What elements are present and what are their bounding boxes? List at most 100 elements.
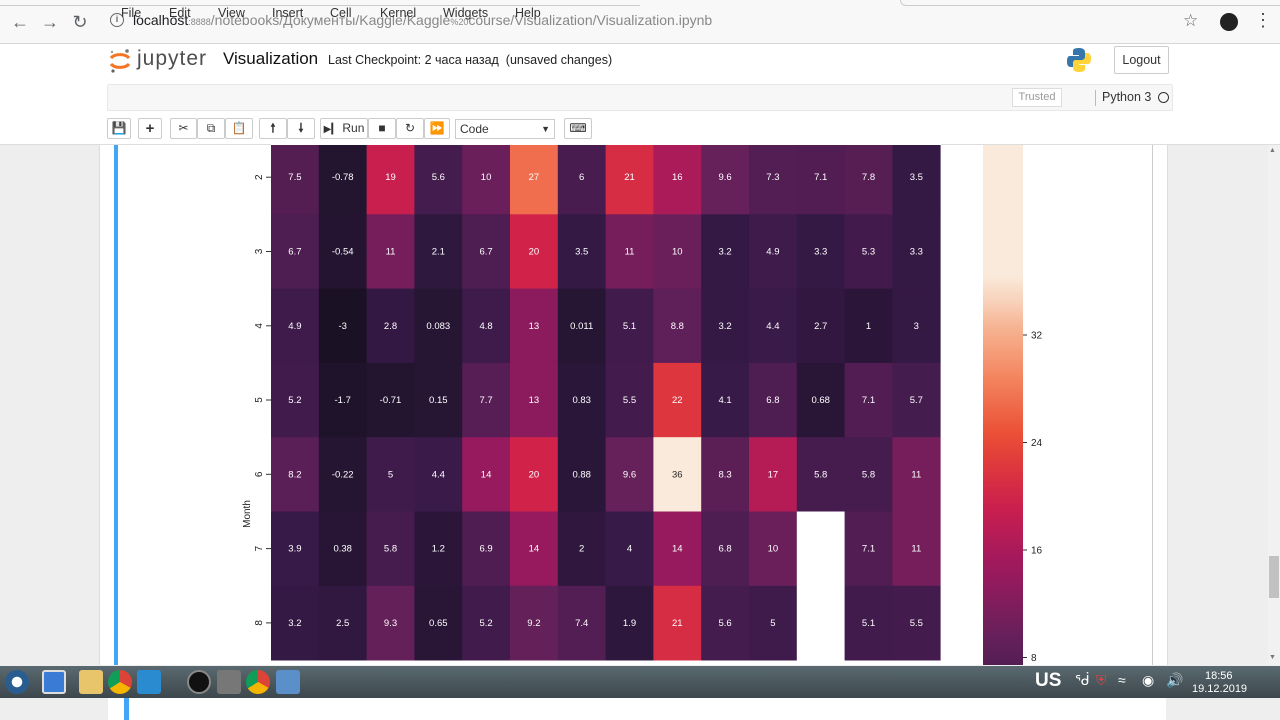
tab-active-edge[interactable] xyxy=(900,0,1280,6)
heatmap-cell xyxy=(701,214,750,289)
heatmap-cell-label: 9.3 xyxy=(384,618,397,629)
heatmap-cell xyxy=(271,140,320,215)
address-bar[interactable]: localhost:8888/notebooks/Документы/Kaggl… xyxy=(133,12,712,28)
heatmap-cell-label: 4.8 xyxy=(479,321,492,332)
menu-widgets[interactable]: Widgets xyxy=(443,6,489,20)
os-taskbar xyxy=(0,666,1280,698)
shield-icon[interactable]: ⛨ xyxy=(1096,672,1107,688)
insert-cell-icon[interactable]: + xyxy=(138,118,162,139)
heatmap-cell-label: 3.2 xyxy=(288,618,301,629)
heatmap-cell xyxy=(701,140,750,215)
heatmap-cell-label: 7.4 xyxy=(575,618,588,629)
notebook-title[interactable]: Visualization xyxy=(223,49,319,68)
heatmap-cell-label: 2.8 xyxy=(384,321,397,332)
heatmap-cell-label: 9.6 xyxy=(718,172,731,183)
run-button[interactable]: ▶▎ Run xyxy=(320,118,368,139)
terminal-window-icon[interactable] xyxy=(276,670,300,694)
back-arrow-icon[interactable]: ← xyxy=(11,12,29,32)
copy-icon[interactable]: ⧉ xyxy=(197,118,225,139)
keyboard-layout[interactable]: US xyxy=(1035,670,1062,691)
clock-time[interactable]: 18:56 xyxy=(1205,670,1233,682)
heatmap-cell-label: 14 xyxy=(529,544,540,555)
heatmap-cell-label: 5.1 xyxy=(623,321,636,332)
move-up-icon[interactable]: 🠕 xyxy=(259,118,287,139)
paste-icon[interactable]: 📋 xyxy=(225,118,253,139)
colorbar-gradient xyxy=(983,145,1023,665)
heatmap-cell xyxy=(557,214,606,289)
heatmap-cell-label: 5.3 xyxy=(862,247,875,258)
heatmap-cell xyxy=(462,214,511,289)
heatmap-cell-label: 0.38 xyxy=(333,544,352,555)
cut-icon[interactable]: ✂ xyxy=(170,118,197,139)
obs-window-icon[interactable] xyxy=(187,670,211,694)
chrome-window-icon[interactable] xyxy=(246,670,270,694)
heatmap-cell xyxy=(510,437,559,512)
heatmap-cell xyxy=(701,288,750,364)
terminal-launcher-icon[interactable] xyxy=(137,670,161,694)
show-desktop-icon[interactable] xyxy=(42,670,66,694)
obs-tray-icon[interactable]: ◉ xyxy=(1142,672,1155,688)
reload-icon[interactable]: ↻ xyxy=(72,12,88,32)
python-logo-icon xyxy=(1067,48,1091,72)
bluetooth-icon[interactable]: ᖂ xyxy=(1075,672,1090,688)
clock-date[interactable]: 19.12.2019 xyxy=(1192,683,1248,695)
save-icon[interactable]: 💾 xyxy=(107,118,131,139)
menu-view[interactable]: View xyxy=(218,6,245,20)
heatmap-cell-label: 11 xyxy=(386,247,396,258)
scroll-down-icon[interactable]: ▼ xyxy=(1269,654,1276,661)
heatmap-cell xyxy=(271,511,320,587)
heatmap-cell-label: 6.9 xyxy=(479,544,492,555)
heatmap-cell xyxy=(318,362,367,438)
heatmap-cell-label: 14 xyxy=(481,469,492,480)
restart-icon[interactable]: ↻ xyxy=(396,118,424,139)
heatmap-cell xyxy=(462,288,511,364)
scroll-up-icon[interactable]: ▲ xyxy=(1269,147,1276,154)
wifi-icon[interactable]: ≈ xyxy=(1118,672,1126,688)
heatmap-cell-label: 0.15 xyxy=(429,395,448,406)
menu-insert[interactable]: Insert xyxy=(272,6,304,20)
volume-icon[interactable]: 🔊 xyxy=(1166,672,1184,688)
heatmap-cell xyxy=(844,585,893,661)
restart-run-all-icon[interactable]: ⏩ xyxy=(424,118,450,139)
menu-file[interactable]: File xyxy=(121,6,142,20)
cell-type-select[interactable]: Code ▼ xyxy=(455,119,555,139)
editor-window-icon[interactable] xyxy=(217,670,241,694)
heatmap-cell-label: 7.7 xyxy=(479,395,492,406)
menu-edit[interactable]: Edit xyxy=(169,6,191,20)
heatmap-cell-label: 2 xyxy=(579,544,584,555)
tab-strip xyxy=(0,0,1280,6)
trusted-indicator[interactable]: Trusted xyxy=(1012,88,1062,107)
forward-arrow-icon[interactable]: → xyxy=(41,12,59,32)
heatmap-cell xyxy=(653,288,702,364)
chrome-launcher-icon[interactable] xyxy=(108,670,132,694)
checkpoint-text: Last Checkpoint: 2 часа назад xyxy=(328,53,499,67)
heatmap-cell-label: 2.1 xyxy=(432,247,445,258)
site-info-icon[interactable]: i xyxy=(110,13,124,27)
logout-button[interactable]: Logout xyxy=(1114,46,1169,74)
interrupt-icon[interactable]: ■ xyxy=(368,118,396,139)
heatmap-cell-label: 11 xyxy=(625,247,635,258)
profile-avatar[interactable] xyxy=(1220,13,1238,31)
heatmap-cell xyxy=(318,140,367,215)
heatmap-cell-label: -0.71 xyxy=(380,395,402,406)
heatmap-cell-label: -0.22 xyxy=(332,469,354,480)
heatmap-cell xyxy=(271,437,320,512)
move-down-icon[interactable]: 🠗 xyxy=(287,118,315,139)
page-scrollbar[interactable] xyxy=(1268,145,1280,665)
menu-help[interactable]: Help xyxy=(515,6,541,20)
menu-kernel[interactable]: Kernel xyxy=(380,6,417,20)
heatmap-cell-label: 19 xyxy=(385,172,396,183)
keyboard-icon[interactable]: ⌨ xyxy=(564,118,592,139)
menu-cell[interactable]: Cell xyxy=(330,6,352,20)
start-menu-icon[interactable] xyxy=(5,670,29,694)
jupyter-logo-icon[interactable] xyxy=(108,48,132,74)
row-label: 5 xyxy=(254,397,265,403)
heatmap-cell xyxy=(796,511,845,587)
browser-menu-icon[interactable]: ⋮ xyxy=(1254,10,1272,30)
heatmap-cell-label: 1.2 xyxy=(432,544,445,555)
heatmap-cell xyxy=(318,511,367,587)
file-manager-icon[interactable] xyxy=(79,670,103,694)
bookmark-star-icon[interactable]: ☆ xyxy=(1183,11,1199,30)
scrollbar-thumb[interactable] xyxy=(1269,556,1279,598)
